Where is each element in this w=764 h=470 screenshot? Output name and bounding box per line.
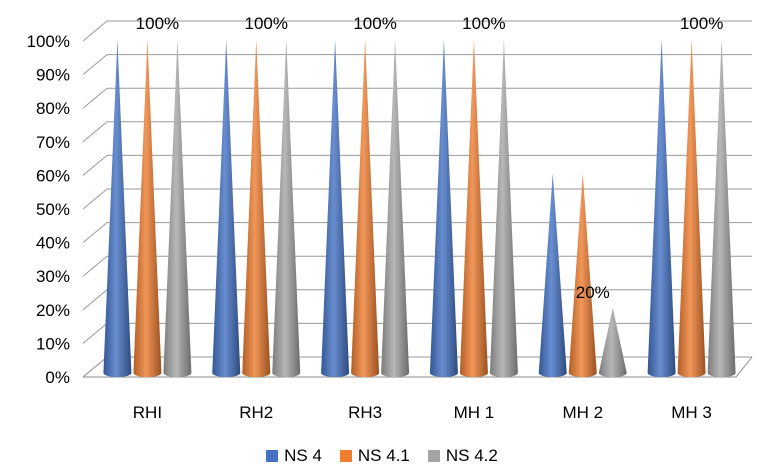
gridline [82,121,752,143]
y-tick-label: 40% [36,234,70,253]
data-label: 100% [136,14,179,33]
cone-NS41-5 [677,39,706,377]
legend-label: NS 4.2 [445,446,498,465]
gridlines [82,20,753,378]
x-axis-categories: RHI RH2 RH3 MH 1 MH 2 MH 3 [133,403,712,422]
cone-NS41-1 [242,39,271,377]
legend-label: NS 4 [284,446,322,465]
cone-NS42-3 [489,39,518,377]
gridline [82,188,752,210]
legend-item-ns4: NS 4 [266,446,322,466]
cone-NS41-0 [133,39,162,377]
gridline [82,87,752,109]
data-label: 100% [680,14,723,33]
cone-NS42-2 [381,39,410,377]
category-label: RH2 [239,403,273,422]
gridline [82,154,752,176]
cones [103,39,736,377]
category-label: RH3 [348,403,382,422]
legend-swatch [339,450,352,462]
legend: NS 4 NS 4.1 NS 4.2 [0,446,764,466]
data-label: 20% [576,283,610,302]
cone-NS4-4 [538,173,567,377]
category-label: MH 2 [562,403,603,422]
cone-NS42-5 [707,39,736,377]
data-label: 100% [462,14,505,33]
y-tick-label: 60% [36,166,70,185]
floor-edge [83,356,753,378]
gridline [82,255,752,277]
y-tick-label: 20% [36,301,70,320]
gridline [82,20,752,42]
y-tick-label: 100% [27,32,70,51]
data-label: 100% [353,14,396,33]
y-tick-label: 70% [36,133,70,152]
gridline [82,54,752,75]
cone-NS4-0 [103,39,132,377]
data-label: 100% [245,14,288,33]
cone-NS42-4 [598,307,627,377]
cone-NS4-5 [647,39,676,377]
cone-NS4-3 [429,39,458,377]
legend-swatch [266,450,279,462]
cone-NS41-2 [351,39,380,377]
category-label: RHI [133,403,162,422]
y-tick-label: 30% [36,267,70,286]
cone-NS42-0 [163,39,192,377]
y-tick-label: 50% [36,200,70,219]
legend-swatch [427,450,440,462]
y-tick-label: 90% [36,66,70,85]
legend-label: NS 4.1 [357,446,410,465]
y-tick-label: 0% [45,368,70,387]
legend-item-ns41: NS 4.1 [339,446,410,466]
y-tick-label: 80% [36,99,70,118]
cone-NS42-1 [272,39,301,377]
cone-NS41-4 [568,173,597,377]
gridline [82,222,752,243]
cone-NS4-2 [321,39,350,377]
category-label: MH 3 [671,403,712,422]
legend-item-ns42: NS 4.2 [427,446,498,466]
cone-NS4-1 [212,39,241,377]
y-tick-label: 10% [36,334,70,353]
data-labels: 100% 100% 100% 100% 20% 100% [136,14,724,302]
category-label: MH 1 [454,403,495,422]
y-axis-ticks: 0% 10% 20% 30% 40% 50% 60% 70% 80% 90% 100% [27,32,70,387]
cone-NS41-3 [459,39,488,377]
